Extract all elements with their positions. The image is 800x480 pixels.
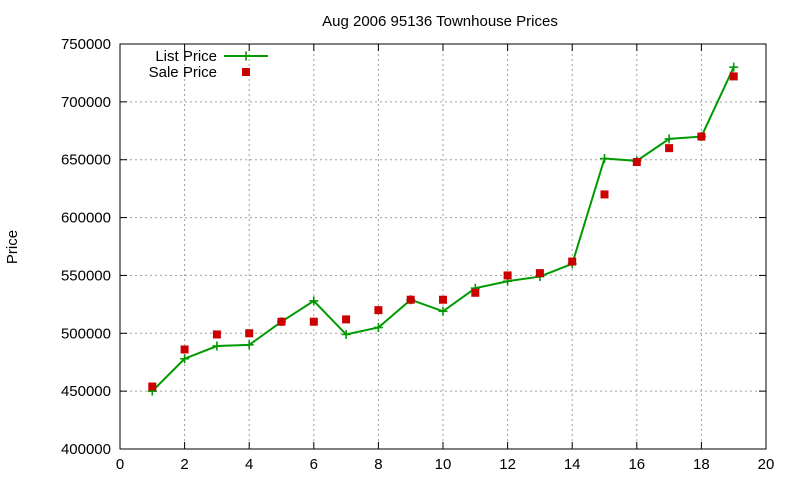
x-tick-label: 18 (693, 456, 710, 473)
sale-price-point (535, 269, 544, 278)
legend-label-list-price: List Price (155, 48, 217, 65)
x-tick-label: 6 (310, 456, 318, 473)
legend-swatch-plus (241, 51, 251, 61)
x-tick-label: 14 (564, 456, 581, 473)
sale-price-point (148, 382, 157, 391)
sale-price-point (180, 345, 189, 354)
y-tick-label: 750000 (61, 36, 111, 53)
sale-price-point (697, 132, 706, 141)
list-price-point (212, 341, 222, 351)
y-tick-label: 450000 (61, 383, 111, 400)
y-axis-label: Price (4, 230, 21, 264)
y-tick-label: 500000 (61, 325, 111, 342)
sale-price-point (600, 190, 609, 199)
axis-ticks: 400000 450000 500000 550000 600000 650000 7000… (61, 36, 774, 473)
y-tick-label: 600000 (61, 210, 111, 227)
legend-swatch-square (242, 68, 250, 76)
x-tick-label: 0 (116, 456, 124, 473)
x-tick-label: 10 (435, 456, 452, 473)
y-tick-label: 550000 (61, 267, 111, 284)
sale-price-point (342, 315, 351, 324)
list-price-point (438, 306, 448, 316)
list-price-point (600, 154, 609, 164)
list-price-point (341, 329, 351, 339)
list-price-point (373, 323, 383, 332)
legend-label-sale-price: Sale Price (149, 64, 217, 81)
legend: List Price Sale Price (149, 48, 268, 81)
grid-lines (120, 44, 766, 449)
sale-price-point (503, 271, 512, 280)
sale-price-point (212, 330, 221, 339)
sale-price-point (309, 317, 318, 326)
sale-price-point (245, 329, 254, 338)
x-tick-label: 2 (180, 456, 188, 473)
list-price-point (664, 134, 674, 144)
sale-price-point (568, 257, 577, 266)
x-tick-label: 12 (499, 456, 516, 473)
sale-price-point (439, 295, 447, 304)
sale-price-point (665, 144, 674, 153)
y-tick-label: 650000 (61, 152, 111, 169)
sale-price-point (632, 158, 641, 167)
sale-price-point (406, 295, 415, 304)
chart-title: Aug 2006 95136 Townhouse Prices (322, 13, 558, 30)
y-tick-label: 700000 (61, 94, 111, 111)
sale-price-point (277, 317, 286, 326)
x-tick-label: 8 (374, 456, 382, 473)
legend-swatches (224, 51, 268, 76)
series-layer (147, 62, 739, 396)
x-tick-label: 16 (628, 456, 645, 473)
x-tick-label: 4 (245, 456, 253, 473)
sale-price-point (729, 72, 738, 81)
y-tick-label: 400000 (61, 441, 111, 458)
sale-price-point (374, 306, 383, 315)
list-price-point (244, 340, 254, 350)
sale-price-point (471, 288, 480, 297)
list-price-point (729, 62, 739, 72)
list-price-point (309, 296, 319, 306)
list-price-point (180, 354, 190, 364)
x-tick-label: 20 (758, 456, 775, 473)
